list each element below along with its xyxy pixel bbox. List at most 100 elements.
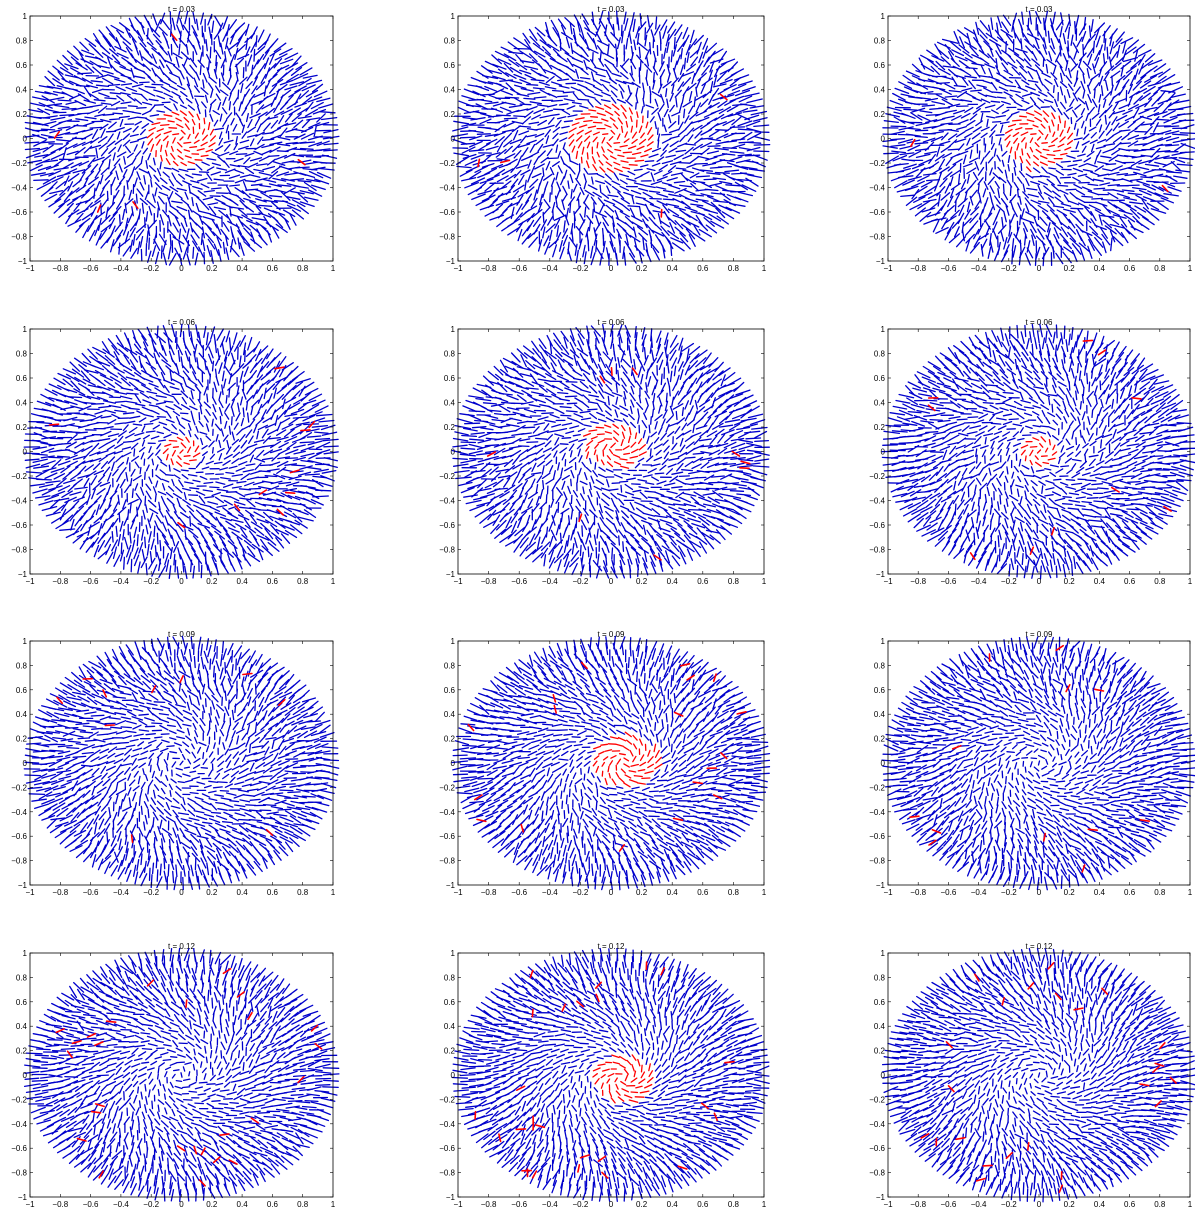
field-vector bbox=[72, 169, 86, 174]
field-vector bbox=[734, 196, 749, 203]
defect-vector bbox=[202, 134, 209, 141]
defect-vector bbox=[168, 127, 178, 129]
field-vector bbox=[193, 516, 203, 525]
field-vector bbox=[195, 202, 200, 212]
defect-vector bbox=[584, 130, 592, 135]
field-vector bbox=[1081, 120, 1085, 129]
field-vector bbox=[556, 78, 570, 82]
field-vector bbox=[553, 214, 567, 222]
field-vector bbox=[462, 153, 477, 160]
field-vector bbox=[1115, 98, 1127, 104]
field-vector bbox=[560, 24, 567, 37]
field-vector bbox=[561, 228, 569, 239]
field-vector bbox=[662, 204, 670, 214]
field-vector bbox=[99, 185, 106, 197]
field-vector bbox=[484, 60, 499, 68]
field-vector bbox=[635, 94, 639, 104]
field-vector bbox=[171, 200, 183, 204]
field-vector bbox=[119, 478, 126, 489]
field-vector bbox=[48, 449, 63, 453]
field-vector bbox=[683, 108, 686, 119]
x-tick-label: 0.8 bbox=[1154, 264, 1166, 273]
field-vector bbox=[562, 234, 569, 247]
field-vector bbox=[150, 435, 160, 440]
field-vector bbox=[209, 453, 216, 460]
field-vector bbox=[252, 76, 259, 87]
field-vector bbox=[261, 102, 273, 110]
field-vector bbox=[122, 169, 128, 178]
field-vector bbox=[250, 64, 254, 76]
field-vector bbox=[662, 143, 669, 151]
field-vector bbox=[122, 424, 129, 432]
field-vector bbox=[174, 216, 181, 227]
field-vector bbox=[588, 220, 592, 232]
field-vector bbox=[543, 69, 556, 75]
defect-vector bbox=[602, 133, 609, 136]
field-vector bbox=[122, 127, 132, 133]
field-vector bbox=[1098, 93, 1102, 103]
field-vector bbox=[510, 206, 515, 220]
field-vector bbox=[245, 81, 253, 90]
field-vector bbox=[605, 247, 610, 260]
field-vector bbox=[145, 483, 152, 491]
field-vector bbox=[239, 242, 245, 256]
field-vector bbox=[291, 154, 305, 158]
field-vector bbox=[200, 12, 205, 25]
field-vector bbox=[1100, 155, 1112, 159]
field-vector bbox=[605, 69, 612, 80]
field-vector bbox=[264, 33, 271, 46]
field-vector bbox=[279, 127, 288, 137]
defect-vector bbox=[599, 166, 606, 173]
field-vector bbox=[1090, 171, 1100, 176]
field-vector bbox=[124, 420, 136, 424]
field-vector bbox=[134, 388, 145, 393]
field-vector bbox=[1118, 209, 1133, 215]
field-vector bbox=[119, 520, 124, 532]
field-vector bbox=[995, 114, 1006, 118]
field-vector bbox=[556, 205, 565, 216]
field-vector bbox=[195, 163, 203, 171]
field-vector bbox=[453, 152, 470, 157]
field-vector bbox=[137, 136, 148, 141]
field-vector bbox=[690, 203, 704, 207]
field-vector bbox=[214, 61, 218, 74]
defect-vector bbox=[160, 154, 163, 162]
field-vector bbox=[141, 56, 152, 65]
field-vector bbox=[224, 412, 230, 420]
field-vector bbox=[630, 189, 642, 195]
field-vector bbox=[297, 180, 312, 183]
field-vector bbox=[233, 143, 239, 151]
field-vector bbox=[652, 79, 656, 90]
y-tick-label: 1 bbox=[451, 12, 456, 21]
field-vector bbox=[267, 63, 277, 73]
field-vector bbox=[307, 189, 323, 197]
field-vector bbox=[24, 121, 42, 126]
field-vector bbox=[563, 220, 566, 233]
field-vector bbox=[1018, 251, 1022, 266]
field-vector bbox=[525, 193, 533, 204]
field-vector bbox=[567, 196, 576, 206]
field-vector bbox=[689, 111, 699, 120]
field-vector bbox=[163, 92, 174, 98]
field-vector bbox=[252, 389, 258, 399]
field-vector bbox=[100, 460, 109, 469]
field-vector bbox=[131, 488, 134, 499]
field-vector bbox=[244, 23, 250, 36]
defect-vector bbox=[620, 104, 627, 112]
defect-vector bbox=[606, 141, 612, 148]
field-vector bbox=[903, 108, 918, 111]
field-vector bbox=[240, 447, 249, 454]
field-vector bbox=[220, 57, 227, 69]
field-vector bbox=[254, 177, 268, 182]
field-vector bbox=[513, 115, 527, 118]
field-vector bbox=[636, 54, 644, 64]
field-vector bbox=[179, 17, 185, 31]
defect-vector bbox=[631, 138, 638, 144]
field-vector bbox=[255, 205, 264, 215]
defect-vector bbox=[1019, 155, 1024, 164]
field-vector bbox=[134, 432, 145, 437]
defect-vector bbox=[583, 135, 591, 142]
field-vector bbox=[257, 136, 264, 145]
field-vector bbox=[1072, 167, 1084, 173]
field-vector bbox=[642, 237, 645, 251]
